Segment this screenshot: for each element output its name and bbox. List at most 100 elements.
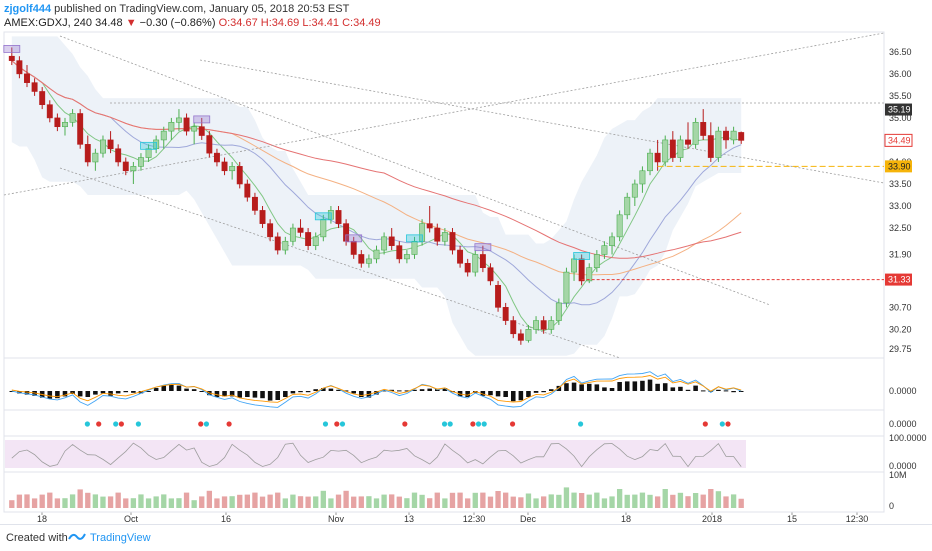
- volume-bar: [730, 494, 737, 508]
- stoch-line: [11, 442, 742, 468]
- price-axis-tick: 33.00: [889, 201, 912, 211]
- volume-bar: [556, 494, 562, 508]
- volume-bar: [373, 498, 380, 508]
- candle-body: [267, 223, 274, 238]
- candle-body: [31, 82, 38, 92]
- time-axis-tick: Dec: [520, 514, 537, 524]
- time-axis-tick: 18: [37, 514, 47, 524]
- volume-axis-tick-top: 10M: [889, 470, 907, 480]
- volume-bar: [153, 496, 159, 508]
- macd-line: [11, 371, 742, 408]
- macd-histogram-bar: [571, 382, 577, 391]
- macd-histogram-bar: [564, 383, 569, 391]
- candle-body: [487, 267, 494, 282]
- candle-body: [571, 258, 578, 273]
- macd-histogram-bar: [700, 390, 706, 392]
- macd-histogram-bar: [359, 391, 364, 397]
- volume-bar: [647, 494, 653, 508]
- macd-histogram-bar: [662, 383, 668, 391]
- signal-dot: [441, 421, 448, 427]
- candle-body: [692, 122, 699, 145]
- volume-bar: [685, 496, 691, 508]
- macd-histogram-bar: [9, 391, 15, 392]
- macd-histogram-bar: [290, 391, 296, 394]
- candle-body: [335, 210, 342, 224]
- candle-body: [616, 214, 623, 238]
- macd-histogram-bar: [199, 391, 205, 392]
- macd-histogram-bar: [465, 391, 470, 397]
- macd-histogram-bar: [184, 388, 189, 391]
- candle-body: [289, 227, 296, 242]
- candle-body: [100, 139, 106, 154]
- volume-bar: [138, 494, 144, 508]
- macd-histogram-bar: [731, 391, 736, 393]
- signal-dot: [509, 421, 516, 427]
- volume-bar: [267, 494, 273, 508]
- candle-body: [365, 258, 372, 264]
- macd-histogram-bar: [169, 385, 174, 391]
- volume-bar: [708, 489, 714, 508]
- macd-histogram-bar: [594, 384, 600, 391]
- candle-body: [388, 236, 395, 246]
- footer: Created with TradingView: [0, 524, 932, 551]
- volume-bar: [518, 497, 524, 508]
- candle-body: [434, 227, 441, 242]
- volume-bar: [123, 498, 129, 508]
- candle-body: [373, 249, 380, 260]
- volume-bar: [176, 498, 182, 508]
- macd-histogram-bar: [693, 385, 698, 391]
- signal-marker: [193, 115, 211, 124]
- candle-body: [426, 223, 433, 229]
- macd-histogram-bar: [47, 391, 53, 399]
- price-chart[interactable]: 36.5036.0035.5035.0034.0033.5033.0032.50…: [0, 0, 932, 524]
- volume-bar: [487, 496, 494, 508]
- candle-body: [411, 240, 418, 255]
- signal-dot: [719, 421, 725, 427]
- tradingview-logo-icon: [68, 531, 86, 546]
- candle-body: [654, 152, 661, 163]
- candle-body: [700, 122, 707, 136]
- price-axis-tick: 32.50: [889, 223, 912, 233]
- volume-bar: [601, 498, 608, 508]
- candle-body: [213, 152, 220, 163]
- candle-body: [343, 223, 350, 242]
- macd-histogram-bar: [214, 391, 220, 397]
- candle-body: [175, 117, 182, 123]
- volume-bar: [700, 494, 706, 508]
- macd-histogram-bar: [108, 391, 113, 396]
- candle-body: [8, 55, 15, 61]
- volume-bar: [92, 494, 99, 508]
- price-axis-tick: 36.00: [889, 69, 912, 79]
- macd-histogram-bar: [146, 391, 151, 392]
- macd-histogram-bar: [252, 391, 258, 398]
- macd-histogram-bar: [176, 385, 182, 391]
- candle-body: [84, 144, 91, 163]
- price-axis-tick: 31.90: [889, 249, 912, 259]
- volume-bar: [168, 498, 175, 508]
- macd-histogram-bar: [647, 379, 653, 391]
- macd-histogram-bar: [222, 391, 227, 397]
- signal-dot: [135, 421, 141, 427]
- macd-histogram-bar: [480, 391, 486, 396]
- tradingview-brand[interactable]: TradingView: [90, 532, 151, 544]
- price-tag: [884, 133, 913, 147]
- macd-histogram-bar: [655, 383, 660, 391]
- time-axis-tick: Nov: [328, 514, 345, 524]
- macd-histogram-bar: [275, 391, 281, 400]
- macd-histogram-bar: [397, 390, 402, 392]
- volume-bar: [654, 496, 661, 508]
- candle-body: [350, 240, 357, 255]
- macd-histogram-bar: [161, 385, 167, 391]
- volume-bar: [563, 487, 570, 508]
- author-name[interactable]: zjgolf444: [4, 3, 52, 15]
- candle-body: [236, 166, 243, 185]
- channel-upper-trendline: [59, 35, 771, 306]
- macd-histogram-bar: [336, 389, 341, 391]
- volume-bar: [723, 496, 729, 508]
- volume-bar: [662, 489, 668, 508]
- volume-bar: [616, 489, 623, 508]
- volume-bar: [214, 498, 220, 508]
- price-axis-tick: 35.00: [889, 113, 912, 123]
- ohlc-values: O:34.67 H:34.69 L:34.41 C:34.49: [218, 17, 381, 29]
- volume-bar: [480, 492, 486, 508]
